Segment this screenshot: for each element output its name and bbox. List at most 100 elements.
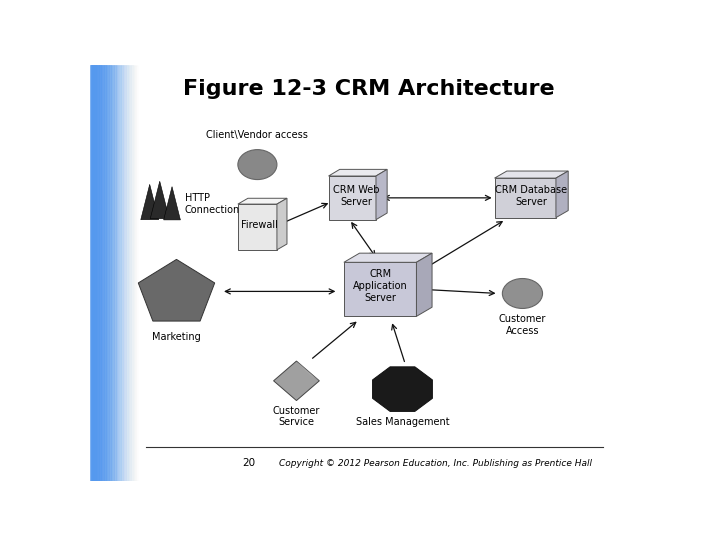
Bar: [127, 65, 129, 481]
Bar: [135, 65, 137, 481]
Bar: [92, 65, 94, 481]
Polygon shape: [556, 171, 568, 218]
Polygon shape: [328, 170, 387, 176]
Polygon shape: [344, 253, 432, 262]
Bar: [124, 65, 126, 481]
Bar: [125, 65, 126, 481]
Polygon shape: [238, 198, 287, 204]
Bar: [138, 65, 140, 481]
Text: CRM Database
Server: CRM Database Server: [495, 185, 567, 207]
Bar: [125, 65, 127, 481]
Bar: [122, 65, 123, 481]
Bar: [101, 65, 102, 481]
Bar: [131, 65, 132, 481]
Bar: [97, 65, 99, 481]
Bar: [92, 65, 94, 481]
Text: Customer
Service: Customer Service: [273, 406, 320, 427]
Polygon shape: [150, 181, 169, 219]
Bar: [132, 65, 134, 481]
Text: Firewall: Firewall: [241, 220, 278, 230]
Bar: [114, 65, 116, 481]
Bar: [127, 65, 130, 481]
Bar: [118, 65, 120, 481]
Bar: [139, 65, 140, 481]
Bar: [117, 65, 120, 481]
Ellipse shape: [238, 150, 277, 180]
Bar: [128, 65, 130, 481]
Bar: [138, 65, 140, 481]
Bar: [117, 65, 118, 481]
Bar: [100, 65, 102, 481]
Bar: [135, 65, 136, 481]
Text: Client\Vendor access: Client\Vendor access: [207, 131, 308, 140]
Text: Marketing: Marketing: [152, 332, 201, 342]
Bar: [107, 65, 109, 481]
Bar: [130, 65, 132, 481]
Bar: [129, 65, 130, 481]
Bar: [121, 65, 122, 481]
Bar: [91, 65, 92, 481]
Polygon shape: [328, 176, 376, 220]
Bar: [126, 65, 127, 481]
Polygon shape: [376, 170, 387, 220]
Bar: [99, 65, 101, 481]
Bar: [105, 65, 107, 481]
Bar: [98, 65, 100, 481]
Text: HTTP
Connection: HTTP Connection: [185, 193, 240, 215]
Polygon shape: [495, 171, 568, 178]
Bar: [104, 65, 106, 481]
Bar: [103, 65, 105, 481]
Bar: [132, 65, 135, 481]
Bar: [137, 65, 138, 481]
Polygon shape: [274, 361, 320, 401]
Bar: [136, 65, 138, 481]
Bar: [99, 65, 101, 481]
Polygon shape: [372, 367, 433, 411]
Bar: [122, 65, 125, 481]
Bar: [140, 65, 141, 481]
Text: Sales Management: Sales Management: [356, 417, 449, 427]
Bar: [107, 65, 109, 481]
Text: Figure 12-3 CRM Architecture: Figure 12-3 CRM Architecture: [183, 79, 555, 99]
Text: CRM Web
Server: CRM Web Server: [333, 185, 380, 207]
Polygon shape: [277, 198, 287, 250]
Polygon shape: [344, 262, 416, 316]
Bar: [120, 65, 122, 481]
Bar: [115, 65, 117, 481]
Bar: [123, 65, 125, 481]
Polygon shape: [238, 204, 277, 250]
Bar: [111, 65, 112, 481]
Bar: [108, 65, 110, 481]
Bar: [104, 65, 106, 481]
Polygon shape: [141, 184, 158, 220]
Bar: [94, 65, 96, 481]
Bar: [106, 65, 107, 481]
Bar: [114, 65, 116, 481]
Text: 20: 20: [243, 458, 256, 468]
Text: Customer
Access: Customer Access: [499, 314, 546, 336]
Bar: [133, 65, 135, 481]
Bar: [97, 65, 99, 481]
Bar: [94, 65, 96, 481]
Polygon shape: [416, 253, 432, 316]
Polygon shape: [495, 178, 556, 218]
Bar: [119, 65, 121, 481]
Bar: [102, 65, 104, 481]
Polygon shape: [163, 187, 181, 220]
Bar: [132, 65, 133, 481]
Bar: [137, 65, 139, 481]
Text: Copyright © 2012 Pearson Education, Inc. Publishing as Prentice Hall: Copyright © 2012 Pearson Education, Inc.…: [279, 458, 593, 468]
Bar: [127, 65, 128, 481]
Bar: [122, 65, 124, 481]
Text: CRM
Application
Server: CRM Application Server: [353, 269, 408, 302]
Bar: [113, 65, 115, 481]
Bar: [102, 65, 104, 481]
Bar: [120, 65, 121, 481]
Bar: [96, 65, 98, 481]
Bar: [117, 65, 119, 481]
Bar: [109, 65, 111, 481]
Bar: [95, 65, 96, 481]
Bar: [110, 65, 112, 481]
Bar: [116, 65, 117, 481]
Bar: [102, 65, 103, 481]
